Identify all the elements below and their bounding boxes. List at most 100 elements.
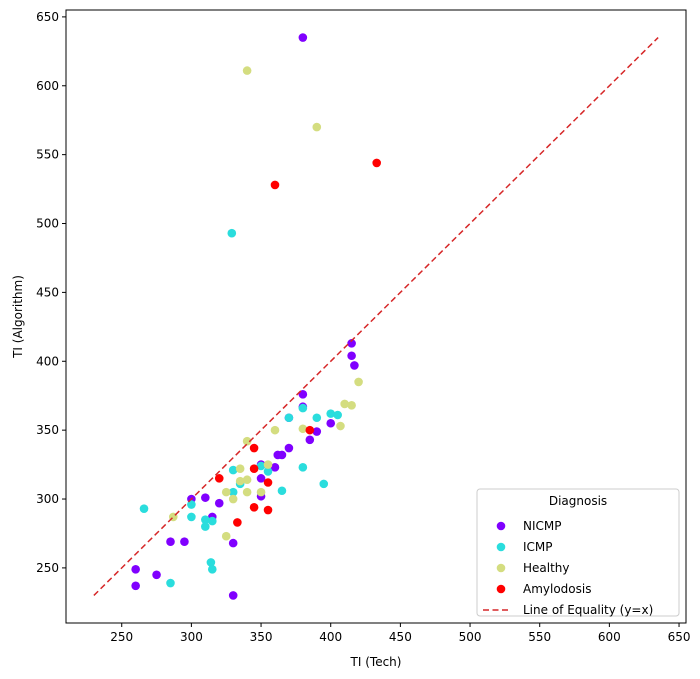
y-axis-label: TI (Algorithm) (11, 275, 25, 359)
data-point (319, 479, 329, 489)
legend-label: ICMP (523, 540, 553, 554)
data-point (270, 463, 280, 472)
data-point (336, 421, 345, 431)
x-tick-label: 650 (668, 630, 691, 644)
data-point (201, 522, 210, 531)
x-tick-label: 550 (528, 630, 551, 644)
y-tick-label: 650 (36, 10, 59, 24)
legend-item: Amylodosis (496, 582, 591, 596)
data-point (242, 66, 252, 75)
data-point (312, 413, 322, 423)
legend: Diagnosis NICMP ICMP Healthy Amylodosis Line… (476, 488, 680, 617)
legend-item: ICMP (496, 540, 553, 554)
line-of-equality (93, 37, 659, 596)
data-point (235, 464, 245, 474)
data-point (326, 418, 336, 428)
data-point (263, 460, 273, 469)
data-point (228, 591, 238, 600)
y-tick-label: 300 (36, 492, 59, 506)
data-point (139, 504, 149, 513)
data-point (166, 537, 175, 547)
legend-label: Line of Equality (y=x) (523, 603, 653, 617)
y-tick-label: 550 (36, 148, 59, 162)
data-point (214, 498, 224, 508)
x-tick-label: 400 (319, 630, 342, 644)
plot-area (93, 33, 659, 600)
data-point (227, 228, 237, 238)
data-point (326, 409, 336, 418)
legend-label: NICMP (523, 519, 561, 533)
data-point (298, 403, 308, 413)
data-point (221, 531, 231, 541)
data-point (284, 443, 294, 453)
x-tick-label: 450 (389, 630, 412, 644)
data-point (207, 564, 217, 574)
x-tick-label: 600 (598, 630, 621, 644)
x-axis-label: TI (Tech) (350, 655, 402, 669)
legend-marker (496, 521, 506, 531)
data-point (270, 180, 280, 190)
legend-marker (496, 542, 506, 552)
data-point (180, 537, 189, 547)
data-point (235, 476, 245, 486)
legend-label: Amylodosis (523, 582, 591, 596)
plot-frame (65, 9, 687, 624)
y-tick-label: 250 (36, 561, 59, 575)
data-point (207, 516, 217, 526)
data-point (298, 463, 308, 472)
data-point (131, 564, 140, 574)
series-amylodosis (214, 158, 381, 527)
legend-label: Healthy (523, 561, 570, 575)
data-point (214, 474, 224, 483)
data-point (305, 435, 315, 445)
y-tick-label: 350 (36, 423, 59, 437)
data-point (347, 401, 356, 410)
y-tick-label: 450 (36, 285, 59, 299)
data-point (284, 413, 294, 423)
data-point (152, 570, 161, 580)
data-point (256, 474, 266, 483)
legend-item: NICMP (496, 519, 561, 533)
y-tick-label: 600 (36, 79, 59, 93)
series-icmp (139, 228, 342, 588)
data-point (242, 475, 252, 485)
data-point (273, 450, 283, 460)
data-point (312, 427, 322, 436)
data-point (263, 467, 273, 476)
data-point (350, 361, 359, 370)
y-tick-label: 400 (36, 354, 59, 368)
series-nicmp (131, 33, 359, 600)
legend-items: NICMP ICMP Healthy Amylodosis Line of Equali… (483, 519, 653, 617)
data-point (242, 487, 252, 497)
legend-title: Diagnosis (549, 494, 607, 508)
legend-marker (496, 584, 506, 594)
series-healthy (168, 66, 363, 541)
data-point (233, 518, 242, 527)
data-point (270, 425, 280, 435)
data-point (298, 424, 308, 434)
data-point (249, 464, 259, 474)
data-point (206, 558, 216, 567)
data-point (228, 487, 238, 497)
data-point (298, 33, 308, 42)
x-tick-label: 500 (459, 630, 482, 644)
legend-box (476, 488, 680, 617)
data-point (249, 502, 259, 512)
data-point (201, 515, 210, 524)
data-point (298, 390, 308, 399)
data-point (228, 465, 238, 475)
data-point (333, 410, 342, 420)
legend-item: Line of Equality (y=x) (483, 603, 653, 617)
x-tick-label: 350 (250, 630, 273, 644)
data-point (305, 425, 315, 435)
data-point (221, 487, 231, 497)
data-point (228, 494, 238, 504)
data-point (187, 500, 196, 509)
data-point (256, 461, 266, 471)
data-point (263, 505, 273, 515)
data-point (249, 443, 259, 453)
data-point (312, 122, 322, 132)
data-point (166, 578, 175, 588)
data-point (263, 478, 273, 487)
